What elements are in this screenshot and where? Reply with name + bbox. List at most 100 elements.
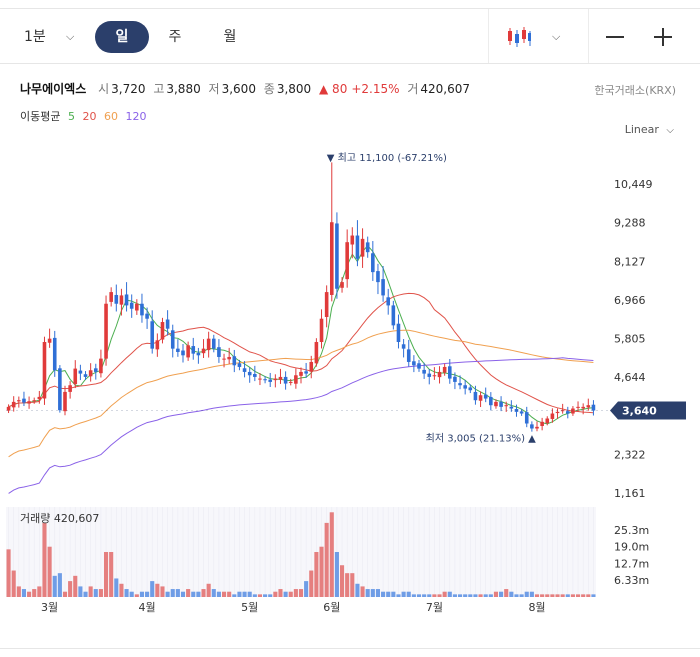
volume-bar	[263, 594, 268, 597]
volume-bar	[21, 589, 27, 597]
candle-body	[32, 400, 37, 402]
exchange-label: 한국거래소(KRX)	[594, 84, 676, 97]
zoom-in-button[interactable]	[648, 21, 678, 53]
candle-body	[278, 376, 283, 380]
candle-body	[58, 368, 62, 411]
chevron-down-icon: ⌵	[552, 30, 561, 43]
candle-body	[68, 385, 72, 392]
volume-bar	[62, 591, 68, 597]
candle-body	[442, 366, 447, 373]
candle-body	[288, 381, 293, 383]
candle-body	[340, 282, 344, 288]
candle-body	[329, 222, 334, 295]
min-price-annotation: 최저 3,005 (21.13%) ▲	[426, 433, 536, 445]
volume-bar	[242, 591, 247, 597]
candle-body	[273, 378, 278, 381]
y-tick-label: 2,322	[614, 448, 646, 461]
close-label: 종	[263, 82, 275, 96]
volume-bar	[134, 594, 139, 597]
candle-body	[360, 238, 365, 257]
candle-body	[263, 379, 267, 381]
volume-bar	[422, 594, 427, 597]
tab-month[interactable]: 월	[223, 29, 237, 45]
volume-bar	[109, 552, 114, 597]
tab-day[interactable]: 일	[95, 21, 149, 53]
volume-bar	[124, 589, 129, 597]
volume-bar	[175, 589, 180, 597]
candle-body	[196, 352, 201, 356]
volume-bar	[339, 565, 345, 597]
current-price-label: 3,640	[622, 405, 657, 418]
volume-bar	[268, 594, 273, 597]
volume-bar	[509, 591, 514, 597]
candle-body	[473, 391, 478, 401]
volume-bar	[483, 594, 488, 597]
top-border	[0, 8, 700, 9]
volume-bar	[98, 589, 103, 597]
plus-icon	[654, 28, 672, 46]
volume-bar	[191, 591, 196, 597]
candle-body	[304, 371, 308, 374]
volume-bar	[232, 594, 237, 597]
volume-label: 거	[407, 82, 419, 96]
volume-bar	[309, 570, 314, 597]
volume-bar	[493, 591, 499, 597]
candle-body	[206, 338, 211, 351]
volume-bar	[293, 589, 298, 597]
volume-bar	[401, 591, 406, 597]
interval-select[interactable]: 1분 ⌵	[24, 21, 84, 53]
candle-body	[381, 279, 385, 296]
volume-bar	[6, 549, 11, 597]
volume-bar	[304, 581, 309, 597]
volume-bar	[396, 594, 401, 597]
volume-bar	[47, 546, 52, 597]
moving-average-legend[interactable]: 이동평균 5 20 60 120	[20, 108, 150, 124]
toolbar-separator	[488, 9, 489, 63]
zoom-out-button[interactable]	[600, 21, 630, 53]
y-tick-label: 4,644	[614, 371, 646, 384]
candle-body	[571, 408, 575, 414]
high-label: 고	[153, 82, 165, 96]
candle-body	[555, 411, 560, 414]
candle-body	[165, 319, 170, 329]
tab-week[interactable]: 주	[168, 29, 182, 45]
candle-body	[155, 340, 160, 350]
interval-label: 1분	[24, 29, 46, 45]
volume-tick-label: 25.3m	[614, 524, 649, 537]
candle-body	[52, 337, 57, 371]
candle-body	[376, 271, 380, 283]
candle-body	[222, 358, 226, 360]
candle-body	[186, 345, 190, 358]
volume-bar	[165, 591, 170, 597]
scale-mode-select[interactable]: Linear ⌵	[625, 123, 674, 136]
volume-value: 420,607	[420, 82, 471, 96]
candle-body	[427, 373, 432, 377]
candle-body	[201, 348, 206, 354]
volume-bar	[504, 589, 509, 597]
candlestick-icon	[508, 27, 531, 47]
candle-body	[181, 350, 185, 356]
candle-body	[350, 235, 355, 245]
volume-bar	[534, 594, 540, 597]
volume-bar	[319, 546, 324, 597]
volume-bar	[545, 594, 550, 597]
volume-tick-label: 6.33m	[614, 574, 649, 587]
volume-bar	[273, 591, 278, 597]
candle-body	[99, 358, 103, 374]
volume-bar	[73, 575, 78, 597]
volume-bar	[119, 583, 124, 597]
chart-type-button[interactable]: ⌵	[500, 21, 576, 53]
volume-bar	[432, 594, 437, 597]
candle-body	[524, 412, 529, 424]
volume-bar	[550, 594, 555, 597]
candle-body	[109, 292, 113, 302]
volume-bar	[83, 591, 88, 597]
candle-body	[294, 375, 298, 384]
volume-bar	[370, 589, 375, 597]
volume-bar	[252, 594, 257, 597]
volume-bar	[360, 586, 365, 597]
toolbar-divider	[0, 63, 700, 64]
volume-bar	[463, 594, 468, 597]
volume-tick-label: 19.0m	[614, 541, 649, 554]
